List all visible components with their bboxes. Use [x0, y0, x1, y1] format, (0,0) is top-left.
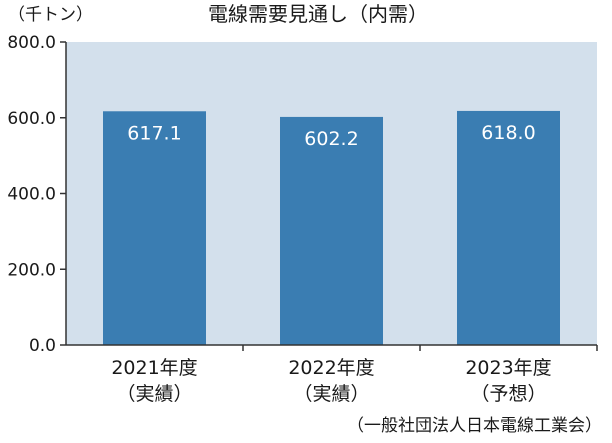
- y-axis-unit-label: （千トン）: [8, 5, 93, 25]
- x-tick-label-1: 2021年度: [111, 357, 197, 379]
- bar-2: [280, 116, 383, 345]
- source-note: （一般社団法人日本電線工業会）: [347, 416, 602, 436]
- bar-1: [103, 111, 206, 345]
- bar-value-label-2: 602.2: [304, 128, 358, 150]
- y-tick-label-1: 0.0: [29, 336, 56, 356]
- x-tick-label-2: 2022年度: [288, 357, 374, 379]
- bar-value-label-1: 617.1: [127, 122, 181, 144]
- bar-value-label-3: 618.0: [481, 122, 535, 144]
- y-tick-label-4: 600.0: [7, 109, 56, 129]
- y-tick-label-5: 800.0: [7, 33, 56, 53]
- x-tick-sublabel-3: （予想）: [470, 383, 546, 405]
- x-tick-sublabel-1: （実績）: [116, 383, 192, 405]
- y-tick-label-2: 200.0: [7, 260, 56, 280]
- chart-title: 電線需要見通し（内需）: [208, 2, 428, 26]
- bar-3: [457, 110, 560, 346]
- x-tick-sublabel-2: （実績）: [293, 383, 369, 405]
- y-tick-label-3: 400.0: [7, 185, 56, 205]
- x-tick-label-3: 2023年度: [465, 357, 551, 379]
